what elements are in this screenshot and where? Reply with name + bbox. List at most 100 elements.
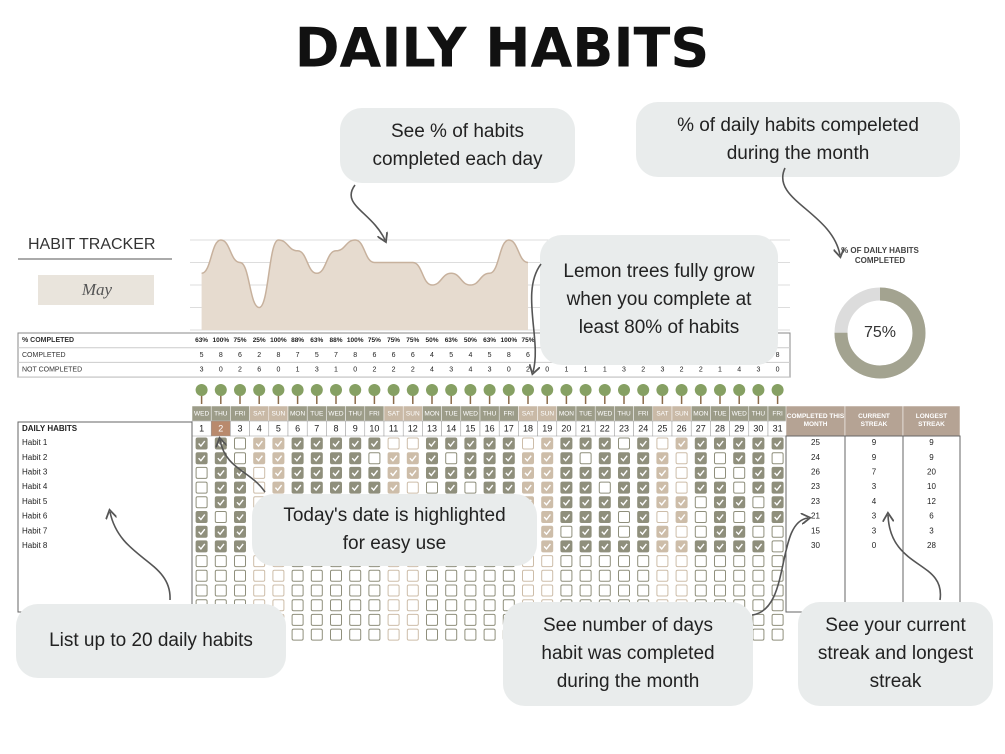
check-tick xyxy=(313,440,321,448)
checkbox-checked xyxy=(752,452,765,465)
summary-header-cell xyxy=(902,405,961,437)
check-tick xyxy=(409,455,417,462)
completed-count: 8 xyxy=(276,352,280,359)
day-number: 17 xyxy=(504,423,514,433)
checkbox xyxy=(368,584,381,597)
checkbox-checked xyxy=(714,496,726,509)
check-tick xyxy=(428,440,436,448)
check-tick xyxy=(217,528,225,536)
weekday: SUN xyxy=(406,411,420,418)
tree-crown xyxy=(426,384,438,396)
checkbox-checked xyxy=(406,466,419,479)
check-tick xyxy=(428,469,436,477)
tree-crown xyxy=(579,384,592,396)
check-tick xyxy=(543,499,551,506)
day-number: 23 xyxy=(619,423,629,433)
checkbox xyxy=(541,584,554,597)
checkbox-checked xyxy=(541,525,554,538)
checkbox-checked xyxy=(387,452,400,465)
row-label: NOT COMPLETED xyxy=(22,367,82,374)
checkbox xyxy=(541,555,554,568)
not-completed-count: 1 xyxy=(603,367,607,374)
checkbox xyxy=(291,569,304,582)
summary-header-wrap: CURRENT STREAK xyxy=(858,413,890,428)
checkbox-checked xyxy=(368,437,381,450)
checkbox-checked xyxy=(656,496,669,509)
weekday: THU xyxy=(349,411,363,418)
day-number: 7 xyxy=(314,423,319,433)
checkbox-checked xyxy=(349,437,362,450)
check-tick xyxy=(313,469,321,477)
completed-count: 4 xyxy=(430,352,434,359)
check-tick xyxy=(294,469,302,477)
checkbox xyxy=(195,584,208,597)
checkbox-checked xyxy=(234,540,246,553)
checkbox xyxy=(483,584,496,597)
checkbox xyxy=(445,628,458,641)
checkbox xyxy=(733,584,746,597)
completed-count: 8 xyxy=(353,352,357,359)
tree-crown xyxy=(368,384,381,396)
checkbox xyxy=(406,584,419,597)
checkbox xyxy=(464,613,477,626)
checkbox xyxy=(406,481,419,494)
checkbox-checked xyxy=(656,540,669,553)
not-completed-count: 0 xyxy=(507,367,511,374)
not-completed-count: 0 xyxy=(276,367,280,374)
checkbox xyxy=(387,437,400,450)
checkbox xyxy=(387,628,400,641)
completed-count: 8 xyxy=(507,352,511,359)
weekday: SAT xyxy=(388,411,400,418)
checkbox-checked xyxy=(579,466,592,479)
checkbox xyxy=(426,599,438,612)
checkbox xyxy=(445,613,458,626)
checkbox-checked xyxy=(675,511,688,523)
weekday: TUE xyxy=(579,411,593,418)
day-number: 15 xyxy=(465,423,475,433)
check-tick xyxy=(620,469,628,477)
check-tick xyxy=(390,469,398,477)
not-completed-count: 3 xyxy=(488,367,492,374)
check-tick xyxy=(543,455,551,462)
checkbox xyxy=(253,481,266,494)
day-number: 18 xyxy=(523,423,533,433)
checkbox xyxy=(656,437,669,450)
row-label: % COMPLETED xyxy=(22,337,74,344)
checkbox-checked xyxy=(714,437,726,450)
checkbox-checked xyxy=(214,481,227,494)
checkbox-checked xyxy=(483,437,496,450)
checkbox xyxy=(618,525,630,538)
summary-value: 23 xyxy=(811,497,820,506)
check-tick xyxy=(332,455,340,462)
check-tick xyxy=(198,440,206,448)
checkbox-checked xyxy=(330,452,342,465)
checkbox-checked xyxy=(445,481,458,494)
callout: Lemon trees fully grow when you complete… xyxy=(540,235,778,365)
weekday: MON xyxy=(424,411,439,418)
summary-value: 3 xyxy=(929,526,934,535)
checkbox xyxy=(368,628,381,641)
check-tick xyxy=(735,499,743,506)
checkbox xyxy=(368,452,381,465)
check-tick xyxy=(774,469,782,477)
checkbox xyxy=(675,452,688,465)
percent-label: 88% xyxy=(329,337,342,344)
check-tick xyxy=(274,469,283,477)
checkbox-checked xyxy=(618,466,630,479)
check-tick xyxy=(409,469,417,477)
check-tick xyxy=(332,469,340,477)
day-number: 27 xyxy=(696,423,706,433)
weekday: WED xyxy=(597,411,612,418)
check-tick xyxy=(524,469,532,477)
checkbox-checked xyxy=(483,466,496,479)
checkbox-checked xyxy=(426,452,438,465)
checkbox xyxy=(598,555,611,568)
check-tick xyxy=(582,499,590,506)
summary-value: 21 xyxy=(811,512,820,521)
check-tick xyxy=(351,455,359,462)
checkbox xyxy=(368,569,381,582)
weekday: THU xyxy=(483,411,497,418)
check-tick xyxy=(582,528,590,536)
day-number: 20 xyxy=(561,423,571,433)
